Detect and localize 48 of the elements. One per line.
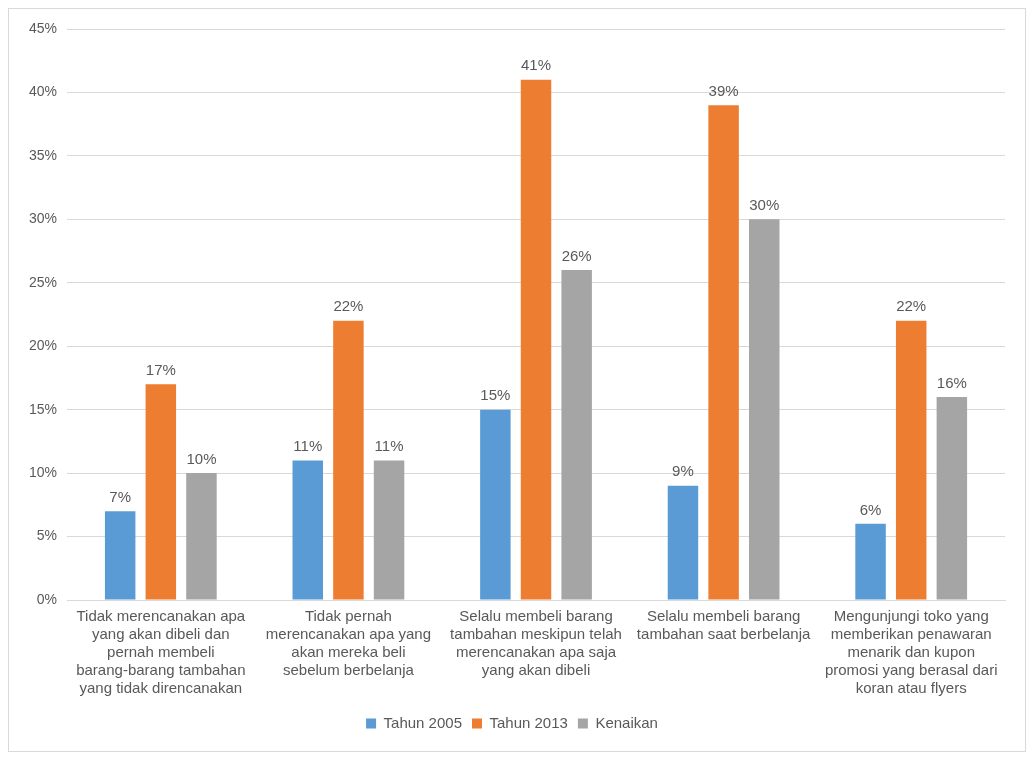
bar (520, 79, 552, 600)
data-label: 7% (109, 487, 132, 505)
data-label: 16% (936, 373, 967, 391)
x-tick-label: Selalu membeli barang tambahan meskipun telah merencanakan apa saja yang akan dibeli (450, 607, 622, 679)
data-label: 10% (186, 449, 217, 467)
bar (561, 270, 592, 600)
bar (373, 460, 405, 600)
data-label: 11% (374, 437, 404, 455)
data-label: 41% (520, 56, 552, 74)
bar (708, 105, 739, 600)
y-tick-label: 20% (28, 337, 58, 354)
y-tick-label: 25% (28, 273, 58, 290)
y-tick-label: 40% (28, 83, 58, 100)
data-label: 6% (859, 500, 882, 518)
data-label: 22% (333, 297, 364, 315)
data-label: 30% (749, 195, 780, 213)
x-tick-label: Tidak pernah merencanakan apa yang akan mereka beli sebelum berbelanja (265, 607, 431, 679)
data-label: 39% (708, 81, 739, 99)
bar (333, 320, 364, 600)
legend-label: Kenaikan (595, 713, 658, 731)
y-tick-label: 30% (28, 210, 58, 227)
y-tick-label: 15% (28, 400, 58, 417)
bar (895, 320, 927, 600)
legend-label: Tahun 2005 (383, 713, 462, 731)
y-tick-label: 5% (36, 527, 58, 544)
bar (292, 460, 324, 600)
y-tick-label: 35% (28, 146, 58, 163)
data-label: 17% (145, 360, 176, 378)
bar (480, 409, 511, 600)
data-label: 11% (293, 437, 323, 455)
bar (145, 384, 177, 600)
y-tick-label: 10% (28, 463, 58, 480)
bar (186, 473, 217, 600)
x-tick-label: Mengunjungi toko yang memberikan penawaran menarik dan kupon promosi yang berasal dari koran atau flyers (824, 607, 998, 697)
bar (855, 523, 886, 600)
data-label: 22% (896, 297, 927, 315)
x-tick-label: Selalu membeli barang tambahan saat berbelanja (636, 607, 811, 643)
y-tick-label: 0% (36, 590, 58, 607)
x-tick-label: Tidak merencanakan apa yang akan dibeli dan pernah membeli barang-barang tambahan yang tidak direncanakan (76, 607, 246, 697)
bar (104, 511, 136, 600)
bar (936, 396, 968, 600)
bar (749, 219, 780, 600)
y-tick-label: 45% (28, 19, 58, 36)
bar (667, 485, 699, 600)
data-label: 15% (480, 386, 511, 404)
data-label: 9% (672, 462, 694, 480)
data-label: 26% (561, 246, 592, 264)
legend-label: Tahun 2013 (489, 713, 568, 731)
